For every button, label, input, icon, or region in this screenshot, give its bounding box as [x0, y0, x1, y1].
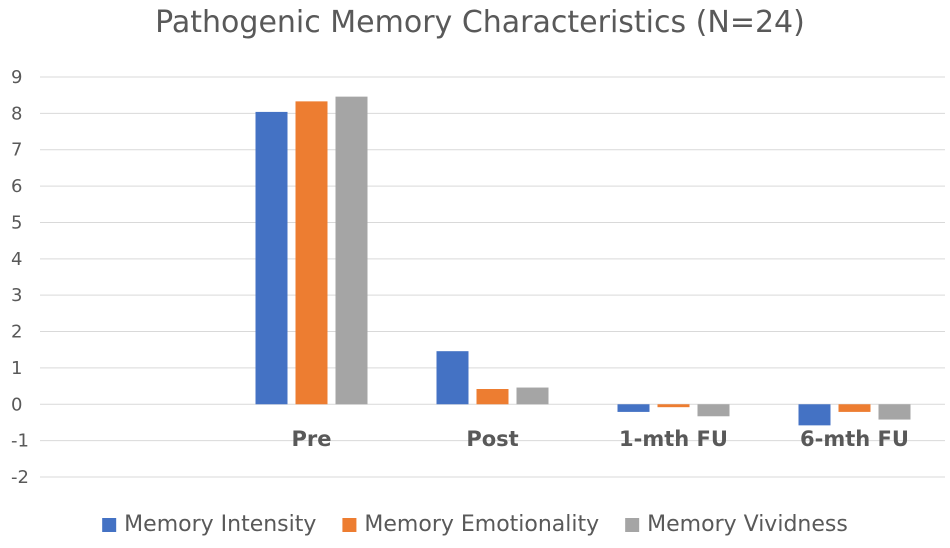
y-tick-label: -2 [11, 467, 29, 488]
bar-memory-intensity [617, 404, 650, 412]
y-tick-label: -1 [11, 431, 29, 452]
legend-label: Memory Emotionality [364, 512, 599, 537]
y-tick-label: 7 [11, 140, 22, 161]
bar-memory-emotionality [295, 101, 328, 405]
x-axis-tick-labels: Pre Post 1-mth FU 6-mth FU [292, 427, 909, 451]
bar-memory-emotionality [657, 404, 690, 408]
legend-item-memory-vividness: Memory Vividness [625, 512, 848, 537]
y-tick-label: 1 [11, 358, 22, 379]
x-tick-label: 1-mth FU [619, 427, 728, 451]
gridlines [40, 76, 945, 478]
y-tick-label: 2 [11, 322, 22, 343]
bar-memory-vividness [697, 404, 730, 417]
legend-swatch [102, 518, 117, 532]
y-tick-label: 6 [11, 176, 22, 197]
bar-memory-vividness [335, 96, 368, 405]
legend-item-memory-intensity: Memory Intensity [102, 512, 316, 537]
bar-memory-intensity [255, 111, 288, 405]
bars [255, 96, 911, 426]
legend-swatch [342, 518, 357, 532]
y-tick-label: 3 [11, 285, 22, 306]
x-tick-label: Post [466, 427, 518, 451]
legend-swatch [625, 518, 640, 532]
x-tick-label: 6-mth FU [800, 427, 909, 451]
chart-title: Pathogenic Memory Characteristics (N=24) [155, 5, 805, 40]
bar-memory-intensity [798, 404, 831, 426]
bar-memory-emotionality [476, 389, 509, 405]
bar-memory-intensity [436, 351, 469, 405]
x-tick-label: Pre [292, 427, 332, 451]
y-tick-label: 0 [11, 394, 22, 415]
legend-label: Memory Intensity [124, 512, 316, 537]
bar-memory-vividness [516, 387, 549, 405]
y-tick-label: 4 [11, 249, 22, 270]
y-axis-tick-labels: 9 8 7 6 5 4 3 2 1 0 -1 -2 [11, 67, 29, 488]
bar-memory-emotionality [838, 404, 871, 412]
legend-item-memory-emotionality: Memory Emotionality [342, 512, 599, 537]
y-tick-label: 5 [11, 212, 22, 233]
legend-label: Memory Vividness [647, 512, 848, 537]
legend: Memory Intensity Memory Emotionality Memor… [102, 512, 848, 537]
y-tick-label: 8 [11, 103, 22, 124]
y-tick-label: 9 [11, 67, 22, 88]
bar-memory-vividness [878, 404, 911, 420]
